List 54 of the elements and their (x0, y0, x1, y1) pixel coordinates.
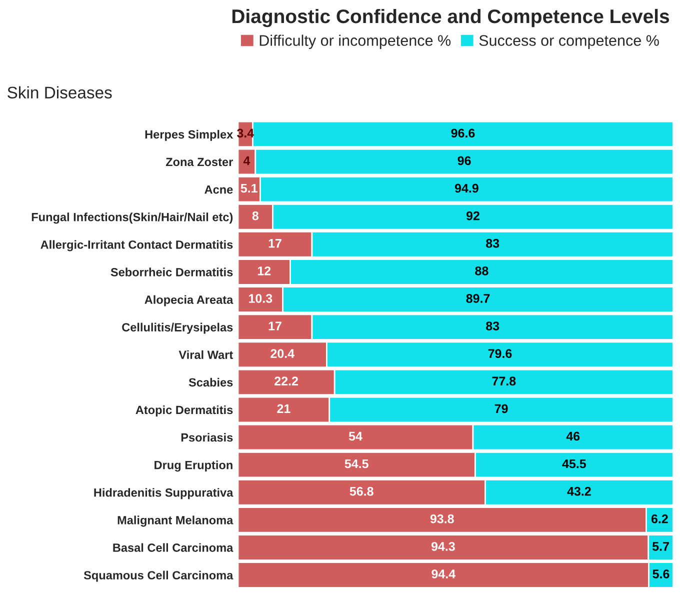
data-label: 56.8 (350, 486, 374, 496)
data-label: 89.7 (466, 294, 490, 303)
data-label: 21 (277, 404, 290, 413)
chart-title: Diagnostic Confidence and Competence Levels (232, 8, 670, 28)
data-label: 96.6 (451, 128, 475, 138)
y-tick-label: Scabies (188, 378, 233, 387)
data-label: 83 (486, 322, 500, 330)
data-label: 4 (243, 156, 250, 165)
y-tick-label: Fungal Infections(Skin/Hair/Nail etc) (32, 212, 233, 224)
data-label: 17 (268, 322, 282, 330)
y-axis-title: Skin Diseases (8, 86, 112, 99)
data-label: 6.2 (651, 514, 668, 524)
data-label: 88 (475, 266, 488, 276)
data-label: 54.5 (344, 459, 368, 468)
data-label: 8 (252, 211, 258, 220)
y-tick-label: Psoriasis (181, 433, 233, 442)
data-label: 94.9 (454, 184, 478, 193)
data-label: 94.3 (431, 542, 455, 551)
y-tick-label: Hidradenitis Suppurativa (94, 488, 234, 500)
data-label: 54 (348, 432, 362, 441)
y-tick-label: Drug Eruption (154, 460, 232, 472)
data-label: 93.8 (430, 514, 454, 524)
data-label: 46 (566, 432, 580, 441)
legend-label: Success or competence % (479, 35, 659, 49)
data-label: 92 (466, 211, 480, 220)
data-label: 83 (486, 238, 500, 248)
y-tick-label: Malignant Melanoma (118, 516, 234, 527)
y-tick-label: Herpes Simplex (145, 130, 234, 141)
y-tick-label: Seborrheic Dermatitis (110, 268, 233, 276)
y-tick-label: Squamous Cell Carcinoma (84, 570, 234, 582)
y-tick-label: Viral Wart (178, 350, 233, 360)
y-tick-label: Allergic-Irritant Contact Dermatitis (40, 240, 233, 252)
y-tick-label: Alopecia Areata (144, 295, 234, 306)
data-label: 77.8 (492, 376, 516, 386)
data-label: 43.2 (567, 486, 591, 496)
data-label: 10.3 (249, 294, 272, 303)
data-label: 5.1 (240, 184, 258, 193)
data-label: 22.2 (274, 376, 298, 386)
data-label: 79.6 (488, 349, 512, 358)
data-label: 12 (258, 266, 271, 276)
data-label: 94.4 (432, 570, 456, 578)
data-label: 45.5 (562, 459, 586, 468)
data-label: 79 (494, 404, 508, 414)
data-label: 5.6 (652, 570, 670, 578)
legend-label: Difficulty or incompetence % (260, 34, 451, 49)
data-label: 5.7 (652, 542, 669, 551)
data-label: 17 (268, 239, 282, 248)
y-tick-label: Basal Cell Carcinoma (113, 543, 234, 552)
y-tick-label: Cellulitis/Erysipelas (122, 322, 233, 334)
y-tick-label: Acne (204, 185, 233, 194)
y-tick-label: Atopic Dermatitis (136, 405, 233, 416)
data-label: 96 (458, 156, 471, 166)
y-tick-label: Zona Zoster (166, 158, 233, 166)
data-label: 20.4 (270, 349, 294, 358)
